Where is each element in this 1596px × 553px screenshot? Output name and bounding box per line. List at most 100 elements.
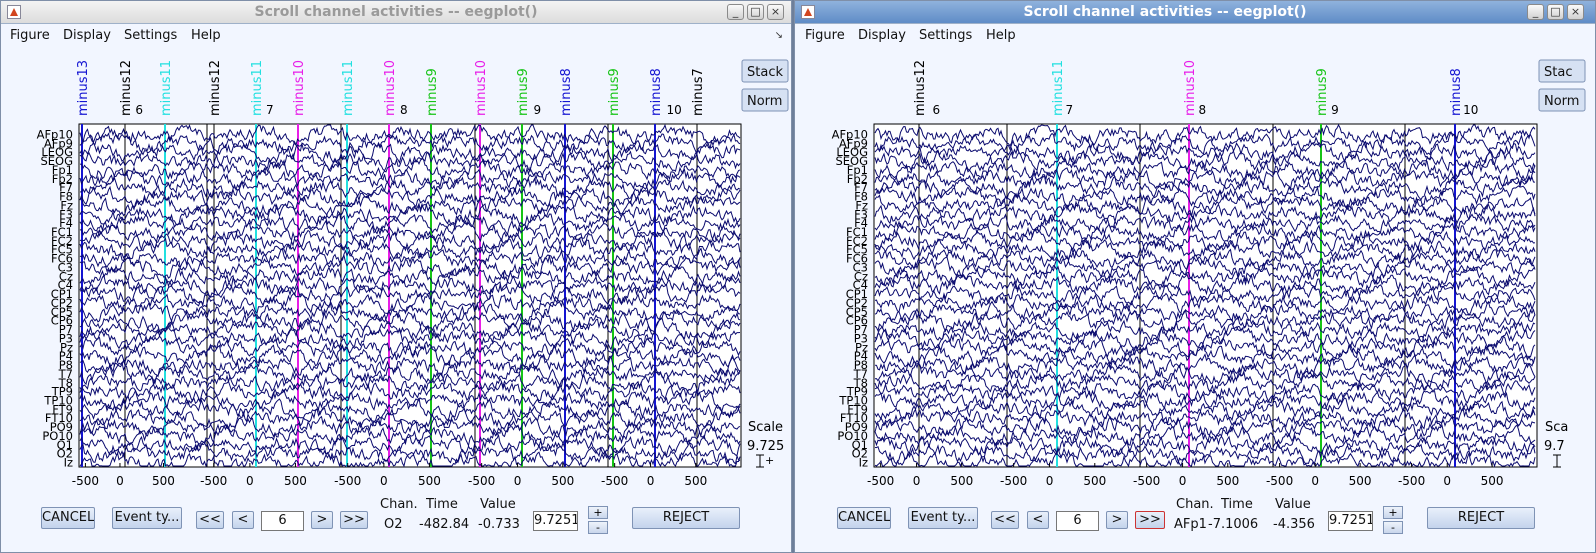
menu-figure[interactable]: Figure: [10, 28, 50, 43]
eeg-trace: [874, 222, 1536, 244]
stack-button[interactable]: Stack: [741, 59, 789, 83]
eeg-trace: [79, 325, 741, 351]
channel-label: FC2: [846, 234, 868, 248]
x-tick-label: 500: [1216, 474, 1239, 488]
chan-value: AFp1(: [1174, 517, 1208, 532]
channel-label: LEOG: [836, 145, 868, 159]
eeg-plot-area[interactable]: minus12 minus11 minus10 minus9 minus8 6 7 8 9 10 A…: [795, 49, 1595, 495]
x-tick-label: -500: [468, 474, 495, 488]
chan-value: O2: [384, 517, 403, 532]
event-label: minus10: [1183, 60, 1198, 116]
eeg-trace: [874, 451, 1536, 468]
eeg-trace: [874, 149, 1536, 172]
close-button[interactable]: ×: [767, 4, 784, 20]
prev-button[interactable]: <: [232, 511, 254, 529]
event-type-button[interactable]: Event ty...: [908, 507, 978, 529]
x-tick-label: 0: [246, 474, 254, 488]
eeg-trace: [79, 344, 741, 368]
eegplot-window-right[interactable]: Scroll channel activities -- eegplot() _…: [794, 0, 1596, 553]
scale-marker: +: [765, 454, 774, 467]
channel-label: FC5: [846, 243, 868, 257]
maximize-button[interactable]: □: [747, 4, 764, 20]
minimize-button[interactable]: _: [1527, 4, 1544, 20]
norm-button[interactable]: Norm: [1538, 88, 1586, 112]
eeg-trace: [874, 262, 1536, 290]
prev-button[interactable]: <: [1027, 511, 1049, 529]
eeg-trace: [79, 183, 741, 208]
eeg-trace: [874, 140, 1536, 165]
scale-input[interactable]: 9.7251: [1328, 511, 1373, 531]
eeg-trace: [79, 407, 741, 430]
chan-header: Chan.: [380, 497, 418, 512]
eeg-plot-area[interactable]: minus13 minus12 minus11 minus12 minus11 minus…: [1, 49, 791, 495]
eeg-trace: [874, 272, 1536, 297]
chan-header: Chan.: [1176, 497, 1214, 512]
eeg-trace: [874, 319, 1536, 343]
eeg-trace: [79, 309, 741, 334]
event-type-button[interactable]: Event ty...: [112, 507, 182, 529]
next-fast-button[interactable]: >>: [1135, 511, 1165, 529]
event-label: minus9: [425, 68, 440, 116]
eeg-trace: [874, 131, 1536, 156]
next-button[interactable]: >: [1106, 511, 1128, 529]
eeg-trace: [79, 354, 741, 378]
eeg-trace: [79, 380, 741, 403]
prev-fast-button[interactable]: <<: [196, 511, 224, 529]
x-tick-label: -500: [1133, 474, 1160, 488]
x-tick-label: -500: [334, 474, 361, 488]
prev-fast-button[interactable]: <<: [991, 511, 1019, 529]
maximize-button[interactable]: □: [1547, 4, 1564, 20]
menu-help[interactable]: Help: [191, 28, 221, 43]
menu-settings[interactable]: Settings: [919, 28, 973, 43]
channel-label: LEOG: [41, 145, 73, 159]
scale-decrease-button[interactable]: -: [1383, 521, 1403, 534]
menu-help[interactable]: Help: [986, 28, 1016, 43]
scale-increase-button[interactable]: +: [588, 506, 608, 519]
scale-input[interactable]: 9.7251: [533, 511, 578, 531]
next-button[interactable]: >: [311, 511, 333, 529]
dock-arrow-icon[interactable]: ↘: [774, 30, 783, 41]
next-fast-button[interactable]: >>: [340, 511, 368, 529]
event-label: minus13: [76, 60, 91, 116]
channel-label: CP1: [846, 287, 868, 301]
channel-label: PO9: [50, 420, 73, 434]
close-button[interactable]: ×: [1567, 4, 1584, 20]
menu-settings[interactable]: Settings: [124, 28, 178, 43]
eeg-trace: [79, 156, 741, 181]
eegplot-window-left[interactable]: Scroll channel activities -- eegplot() _…: [0, 0, 792, 553]
eeg-trace: [874, 167, 1536, 190]
cancel-button[interactable]: CANCEL: [837, 507, 891, 529]
stack-button-label: Stac: [1544, 65, 1572, 80]
event-label: minus8: [649, 68, 664, 116]
reject-button[interactable]: REJECT: [632, 507, 740, 529]
channel-label: O2: [57, 447, 73, 461]
x-tick-label: 500: [950, 474, 973, 488]
cancel-button[interactable]: CANCEL: [41, 507, 95, 529]
reject-button[interactable]: REJECT: [1427, 507, 1535, 529]
title-bar[interactable]: Scroll channel activities -- eegplot() _…: [1, 1, 791, 24]
menu-display[interactable]: Display: [63, 28, 111, 43]
scale-decrease-button[interactable]: -: [588, 521, 608, 534]
scale-increase-button[interactable]: +: [1383, 506, 1403, 519]
epoch-input[interactable]: 6: [1056, 511, 1099, 531]
epoch-input[interactable]: 6: [261, 511, 304, 531]
minimize-button[interactable]: _: [727, 4, 744, 20]
x-tick-label: -500: [72, 474, 99, 488]
stack-button[interactable]: Stac: [1538, 59, 1586, 83]
eeg-trace: [79, 202, 741, 227]
title-bar[interactable]: Scroll channel activities -- eegplot() _…: [795, 1, 1595, 24]
eeg-trace: [874, 441, 1536, 465]
eeg-trace: [79, 141, 741, 164]
channel-label: Iz: [64, 456, 73, 470]
channel-label: F7: [59, 181, 73, 195]
channel-label: T8: [853, 376, 868, 390]
channel-label: AFp10: [37, 127, 73, 141]
menu-figure[interactable]: Figure: [805, 28, 845, 43]
eeg-trace: [79, 149, 741, 173]
channel-label: F8: [854, 190, 868, 204]
eeg-trace: [79, 167, 741, 191]
channel-label: Fp1: [847, 163, 868, 177]
channel-label: TP10: [43, 393, 73, 407]
norm-button[interactable]: Norm: [741, 88, 789, 112]
menu-display[interactable]: Display: [858, 28, 906, 43]
